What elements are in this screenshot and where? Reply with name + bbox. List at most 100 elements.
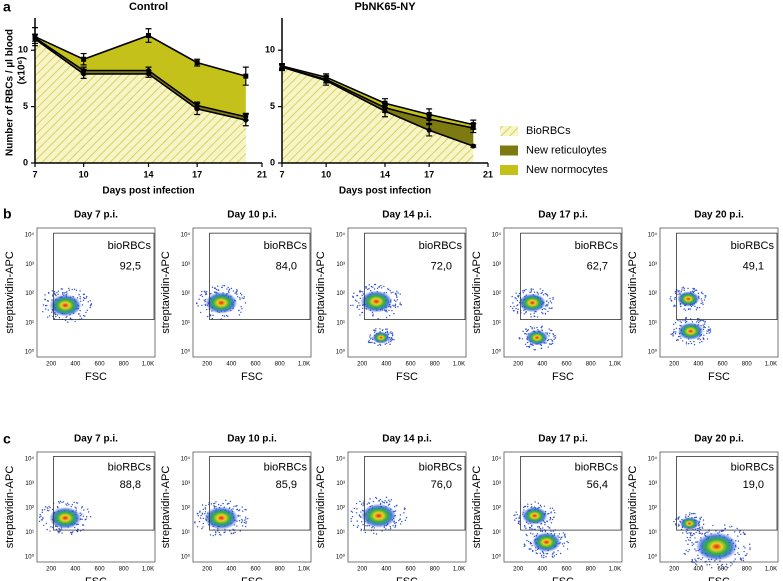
event-dot	[680, 337, 682, 339]
event-dot	[702, 303, 704, 306]
event-dot	[360, 503, 363, 505]
event-dot	[541, 556, 543, 558]
y-tick-label: 10¹	[648, 320, 657, 326]
event-dot	[549, 507, 551, 509]
event-dot	[689, 340, 692, 343]
event-dot	[679, 520, 681, 522]
event-dot	[537, 526, 539, 528]
event-dot	[368, 339, 370, 342]
event-dot	[696, 306, 699, 309]
event-dot	[79, 309, 81, 312]
legend-label: New normocytes	[526, 164, 608, 176]
event-dot	[516, 311, 519, 313]
event-dot	[523, 289, 525, 292]
event-dot	[674, 524, 677, 526]
event-dot	[362, 523, 364, 526]
event-dot	[356, 306, 359, 308]
event-dot	[707, 326, 710, 328]
event-dot	[236, 290, 238, 292]
event-dot	[197, 515, 199, 517]
event-dot	[563, 534, 566, 536]
event-dot	[743, 550, 745, 553]
event-dot	[372, 500, 375, 503]
event-dot	[685, 316, 688, 319]
event-dot	[362, 502, 364, 504]
gate-value: 72,0	[431, 261, 452, 273]
event-dot	[73, 501, 75, 504]
x-tick-label: 1,0K	[765, 362, 777, 368]
event-dot	[539, 288, 541, 290]
event-dot	[672, 323, 675, 325]
event-dot	[688, 514, 691, 516]
x-axis-label: FSC	[396, 576, 418, 581]
event-dot	[376, 287, 379, 290]
chart-title: PbNK65-NY	[354, 1, 416, 13]
density-cloud	[695, 532, 738, 561]
event-dot	[217, 285, 219, 287]
event-dot	[673, 330, 675, 333]
event-dot	[704, 295, 706, 297]
event-dot	[40, 515, 42, 518]
y-axis-label: Number of RBCs / µl blood	[5, 29, 16, 156]
gate	[53, 232, 155, 320]
event-dot	[548, 343, 551, 345]
event-dot	[350, 520, 352, 522]
event-dot	[57, 293, 59, 296]
plot-frame	[659, 451, 779, 563]
event-dot	[549, 297, 551, 300]
event-dot	[688, 539, 690, 541]
event-dot	[523, 505, 526, 508]
event-dot	[524, 526, 526, 528]
event-dot	[683, 552, 685, 555]
event-dot	[373, 288, 376, 290]
event-dot	[517, 308, 519, 311]
x-tick-label: 600	[95, 362, 106, 368]
event-dot	[351, 515, 354, 518]
y-tick-label: 10⁰	[25, 349, 35, 356]
event-dot	[675, 331, 677, 333]
x-axis-label: Days post infection	[102, 186, 194, 197]
event-dot	[674, 291, 676, 293]
event-dot	[707, 330, 710, 332]
event-dot	[518, 517, 520, 520]
event-dot	[689, 539, 692, 541]
event-dot	[737, 552, 739, 554]
y-tick-label: 10⁰	[648, 349, 658, 356]
event-dot	[547, 525, 549, 528]
marker	[194, 60, 200, 66]
event-dot	[561, 543, 564, 545]
event-dot	[681, 289, 683, 291]
event-dot	[234, 531, 236, 534]
event-dot	[232, 508, 234, 510]
x-tick-label: 200	[46, 567, 57, 573]
gate	[53, 455, 155, 531]
event-dot	[65, 316, 67, 318]
gate-value: 56,4	[587, 479, 608, 491]
event-dot	[243, 296, 245, 298]
event-dot	[705, 531, 707, 533]
event-dot	[527, 540, 530, 543]
event-dot	[712, 524, 714, 527]
event-dot	[388, 341, 390, 343]
event-dot	[698, 531, 701, 533]
event-dot	[66, 504, 68, 506]
event-dot	[515, 307, 517, 310]
event-dot	[50, 526, 52, 528]
event-dot	[553, 335, 555, 337]
y-axis-unit: (x10⁶)	[17, 57, 28, 85]
event-dot	[381, 500, 383, 502]
event-dot	[226, 288, 228, 290]
event-dot	[393, 312, 395, 315]
event-dot	[243, 521, 246, 524]
event-dot	[740, 533, 742, 535]
event-dot	[549, 519, 551, 521]
event-dot	[566, 548, 569, 550]
y-tick-label: 10³	[25, 481, 34, 487]
event-dot	[214, 533, 217, 536]
gate-value: 19,0	[743, 479, 764, 491]
x-tick-label: 600	[718, 362, 729, 368]
event-dot	[405, 517, 408, 519]
event-dot	[550, 343, 553, 345]
event-dot	[691, 542, 693, 544]
event-dot	[686, 532, 688, 534]
